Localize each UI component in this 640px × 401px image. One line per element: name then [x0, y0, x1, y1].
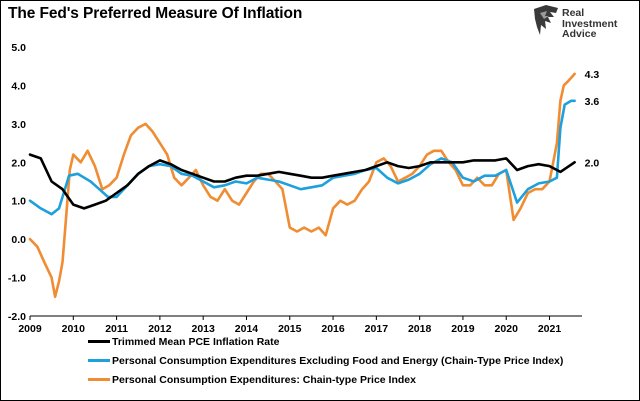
y-tick-label: 1.0 — [11, 196, 26, 208]
legend-label-headline-pce: Personal Consumption Expenditures: Chain… — [112, 374, 416, 386]
series-line-2 — [28, 72, 576, 299]
x-tick-label: 2014 — [235, 323, 259, 335]
x-tick-label: 2009 — [18, 323, 42, 335]
logo-line-2: Investment — [562, 17, 618, 30]
legend-swatch-headline-pce — [88, 377, 110, 381]
x-tick-label: 2011 — [105, 323, 128, 335]
real-investment-advice-logo: Real Investment Advice — [532, 5, 636, 41]
x-tick-label: 2015 — [278, 323, 302, 335]
y-tick-label: -1.0 — [8, 273, 26, 285]
y-tick-label: 0.0 — [11, 234, 26, 246]
legend-swatch-trimmed-mean — [88, 339, 110, 343]
y-tick-label: 2.0 — [11, 157, 26, 169]
y-tick-label: 3.0 — [11, 119, 26, 131]
x-tick-label: 2017 — [365, 323, 389, 335]
x-tick-label: 2019 — [451, 323, 475, 335]
x-tick-label: 2012 — [148, 323, 172, 335]
series-line-0 — [28, 153, 576, 210]
x-tick-label: 2018 — [408, 323, 432, 335]
logo-line-3: Advice — [562, 28, 597, 40]
eagle-head-icon — [534, 5, 558, 35]
logo-line-1: Real — [562, 7, 585, 19]
y-tick-label: -2.0 — [8, 311, 26, 323]
series-end-label: 2.0 — [585, 157, 600, 169]
legend-item-core-pce: Personal Consumption Expenditures Exclud… — [88, 355, 563, 371]
x-tick-label: 2016 — [321, 323, 345, 335]
x-tick-label: 2010 — [62, 323, 86, 335]
logo-text: Real Investment Advice — [562, 8, 617, 40]
series-end-label: 3.6 — [585, 96, 600, 108]
legend-swatch-core-pce — [88, 358, 110, 362]
y-tick-label: 4.0 — [11, 80, 26, 92]
legend-label-core-pce: Personal Consumption Expenditures Exclud… — [112, 355, 564, 367]
x-tick-label: 2013 — [191, 323, 215, 335]
chart-title: The Fed's Preferred Measure Of Inflation — [8, 5, 303, 22]
x-tick-label: 2021 — [538, 323, 562, 335]
x-tick-label: 2020 — [495, 323, 519, 335]
legend-item-trimmed-mean: Trimmed Mean PCE Inflation Rate — [88, 336, 279, 352]
series-line-1 — [28, 99, 576, 216]
y-tick-label: 5.0 — [11, 42, 26, 54]
legend-item-headline-pce: Personal Consumption Expenditures: Chain… — [88, 374, 416, 390]
legend-label-trimmed-mean: Trimmed Mean PCE Inflation Rate — [112, 336, 280, 348]
series-end-label: 4.3 — [585, 69, 600, 81]
